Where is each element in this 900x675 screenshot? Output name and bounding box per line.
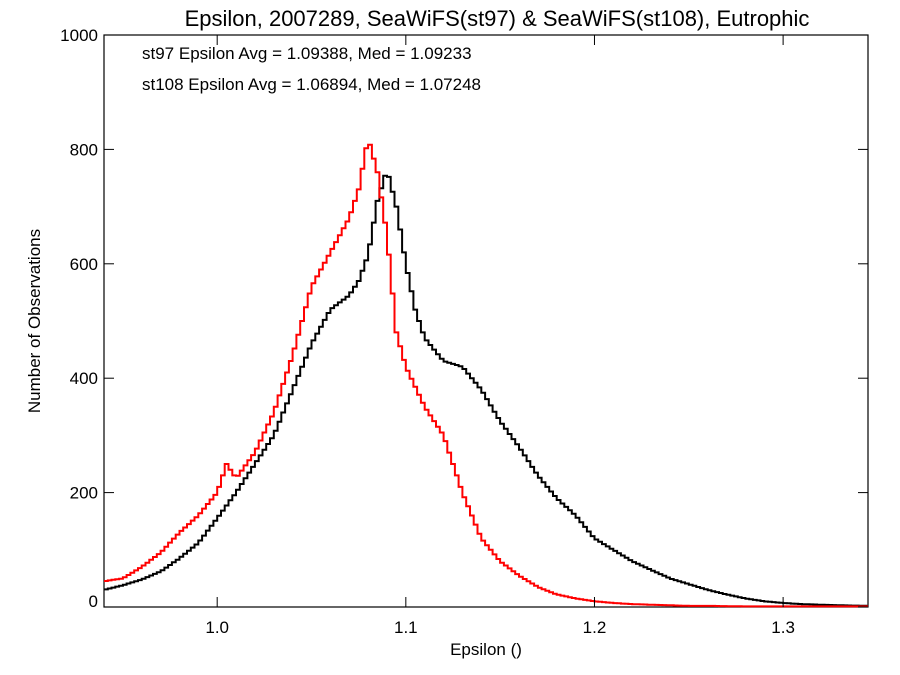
y-tick-label: 400 [70,369,98,388]
y-axis-label: Number of Observations [25,229,44,413]
x-tick-label: 1.0 [205,618,229,637]
y-tick-label: 600 [70,255,98,274]
series-st108-line [104,143,868,608]
series-st97-line [104,174,868,607]
st97-stats-annotation: st97 Epsilon Avg = 1.09388, Med = 1.0923… [142,44,472,63]
y-axis: 0 200 400 600 800 1000 [60,26,868,611]
x-axis: 1.0 1.1 1.2 1.3 [205,35,795,637]
x-tick-label: 1.1 [394,618,418,637]
y-tick-label: 800 [70,140,98,159]
plot-frame [103,34,869,608]
series-layer [104,143,868,608]
y-tick-label: 0 [89,592,98,611]
y-tick-label: 200 [70,484,98,503]
x-tick-label: 1.3 [771,618,795,637]
x-axis-label: Epsilon () [450,640,522,659]
y-tick-label: 1000 [60,26,98,45]
st108-stats-annotation: st108 Epsilon Avg = 1.06894, Med = 1.072… [142,75,481,94]
chart-title: Epsilon, 2007289, SeaWiFS(st97) & SeaWiF… [185,6,810,31]
x-tick-label: 1.2 [583,618,607,637]
